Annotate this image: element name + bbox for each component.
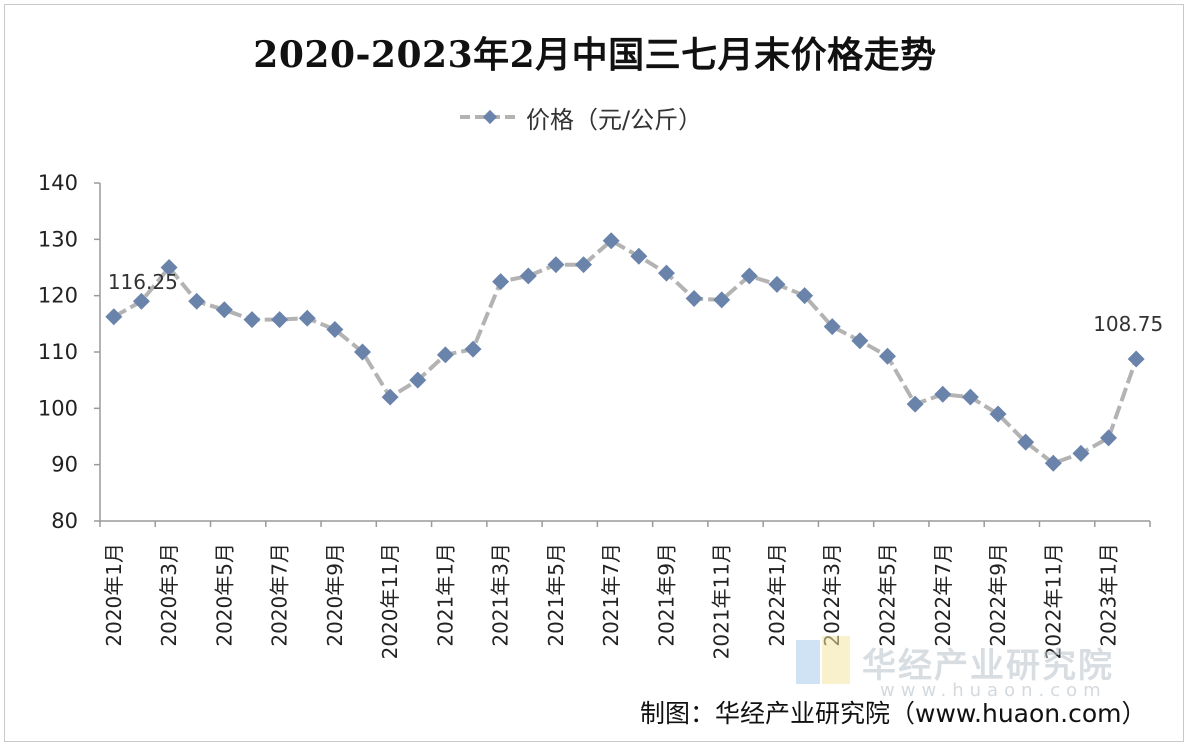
data-point	[961, 388, 979, 406]
chart-title: 2020-2023年2月中国三七月末价格走势	[253, 34, 937, 76]
data-point	[105, 308, 123, 326]
data-point	[851, 332, 869, 350]
x-tick-label: 2022年11月	[1041, 543, 1065, 659]
data-point	[326, 320, 344, 338]
y-tick-label: 140	[38, 171, 78, 195]
x-tick-label: 2022年3月	[820, 543, 844, 647]
data-point	[989, 405, 1007, 423]
data-point	[1017, 433, 1035, 451]
watermark-logo-icon	[796, 636, 850, 684]
data-point	[1072, 444, 1090, 462]
x-tick-label: 2020年7月	[268, 543, 292, 647]
data-point	[132, 292, 150, 310]
data-point	[436, 346, 454, 364]
data-point	[271, 311, 289, 329]
data-point	[547, 256, 565, 274]
chart-frame	[4, 4, 1184, 742]
data-point	[657, 264, 675, 282]
legend: 价格（元/公斤）	[458, 102, 703, 134]
y-tick-label: 120	[38, 284, 78, 308]
x-tick-label: 2020年3月	[157, 543, 181, 647]
data-point	[298, 309, 316, 327]
data-label: 116.25	[108, 270, 178, 294]
watermark: 华经产业研究院	[796, 636, 1114, 688]
source-credit: 制图：华经产业研究院（www.huaon.com）	[640, 699, 1147, 728]
data-point	[354, 343, 371, 361]
data-point	[1100, 429, 1118, 447]
data-label: 108.75	[1093, 312, 1163, 336]
data-point	[934, 385, 952, 403]
y-tick-label: 100	[38, 396, 78, 420]
x-tick-label: 2022年9月	[986, 543, 1010, 647]
x-tick-label: 2021年1月	[433, 543, 457, 647]
x-tick-label: 2022年7月	[931, 543, 955, 647]
x-tick-label: 2021年11月	[710, 543, 734, 659]
data-point	[381, 388, 399, 406]
watermark-text: 华经产业研究院	[862, 645, 1114, 686]
data-point	[602, 232, 620, 250]
data-point	[409, 371, 427, 389]
legend-label: 价格（元/公斤）	[526, 105, 703, 134]
y-tick-label: 80	[51, 509, 78, 533]
data-point	[492, 273, 510, 291]
data-point	[519, 267, 537, 285]
x-tick-label: 2020年9月	[323, 543, 347, 647]
x-tick-label: 2020年5月	[212, 543, 236, 647]
data-point	[823, 318, 841, 336]
y-tick-label: 90	[51, 453, 78, 477]
x-tick-label: 2021年3月	[489, 543, 513, 647]
x-tick-label: 2020年11月	[378, 543, 402, 659]
x-tick-label: 2020年1月	[102, 543, 126, 647]
data-point	[188, 292, 206, 310]
series-line	[112, 238, 1139, 466]
y-tick-label: 130	[38, 227, 78, 251]
data-point	[796, 287, 814, 305]
x-tick-label: 2022年1月	[765, 543, 789, 647]
x-tick-label: 2021年7月	[599, 543, 623, 647]
data-point	[1127, 350, 1145, 368]
data-point	[906, 395, 924, 413]
data-point	[879, 347, 896, 365]
data-point	[740, 267, 758, 285]
data-point	[630, 247, 648, 265]
data-point	[713, 291, 731, 309]
data-point	[215, 301, 233, 319]
data-point	[243, 311, 261, 329]
legend-line-marker-icon	[460, 109, 520, 125]
x-tick-label: 2021年5月	[544, 543, 568, 647]
data-point	[768, 275, 786, 293]
x-tick-label: 2023年1月	[1097, 543, 1121, 647]
watermark-url: www.huaon.com	[880, 680, 1107, 701]
data-point	[685, 289, 703, 307]
data-point	[575, 256, 593, 274]
data-point	[160, 259, 178, 276]
x-tick-label: 2022年5月	[876, 543, 900, 647]
x-tick-label: 2021年9月	[654, 543, 678, 647]
data-point	[464, 340, 482, 358]
y-tick-label: 110	[38, 340, 78, 364]
